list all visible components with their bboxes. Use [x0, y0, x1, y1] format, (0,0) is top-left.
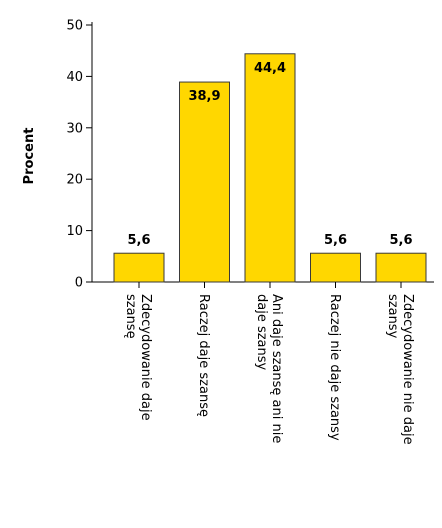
y-tick-label: 50 [66, 19, 83, 34]
y-tick-label: 10 [66, 224, 83, 239]
bar [179, 81, 230, 283]
x-tick-label: Zdecydowanie nie daje [400, 294, 415, 445]
x-tick-label: szansę [123, 294, 138, 339]
bar [310, 252, 361, 283]
data-labels: 5,6 38,9 44,4 5,6 5,6 [127, 61, 412, 248]
y-tick-label: 0 [75, 276, 83, 291]
y-tick-label: 40 [66, 70, 83, 85]
x-tick-label: szansy [385, 294, 400, 339]
x-tick-label: daje szansy [254, 294, 269, 371]
data-label: 44,4 [254, 61, 286, 76]
data-label: 38,9 [188, 89, 220, 104]
x-tick-label: Raczej daje szansę [196, 294, 211, 417]
x-tick-label: Raczej nie daje szansy [327, 294, 342, 441]
x-tick-label: Ani daje szansę ani nie [269, 294, 284, 443]
y-axis-label: Procent [22, 128, 37, 185]
data-label: 5,6 [127, 233, 150, 248]
bar [375, 252, 427, 283]
y-tick-label: 20 [66, 173, 83, 188]
data-label: 5,6 [389, 233, 412, 248]
y-tick-label: 30 [66, 121, 83, 136]
x-tick-label: Zdecydowanie daje [138, 294, 153, 421]
bar [113, 252, 165, 283]
bar [244, 53, 296, 283]
data-label: 5,6 [324, 233, 347, 248]
bars [113, 53, 427, 288]
